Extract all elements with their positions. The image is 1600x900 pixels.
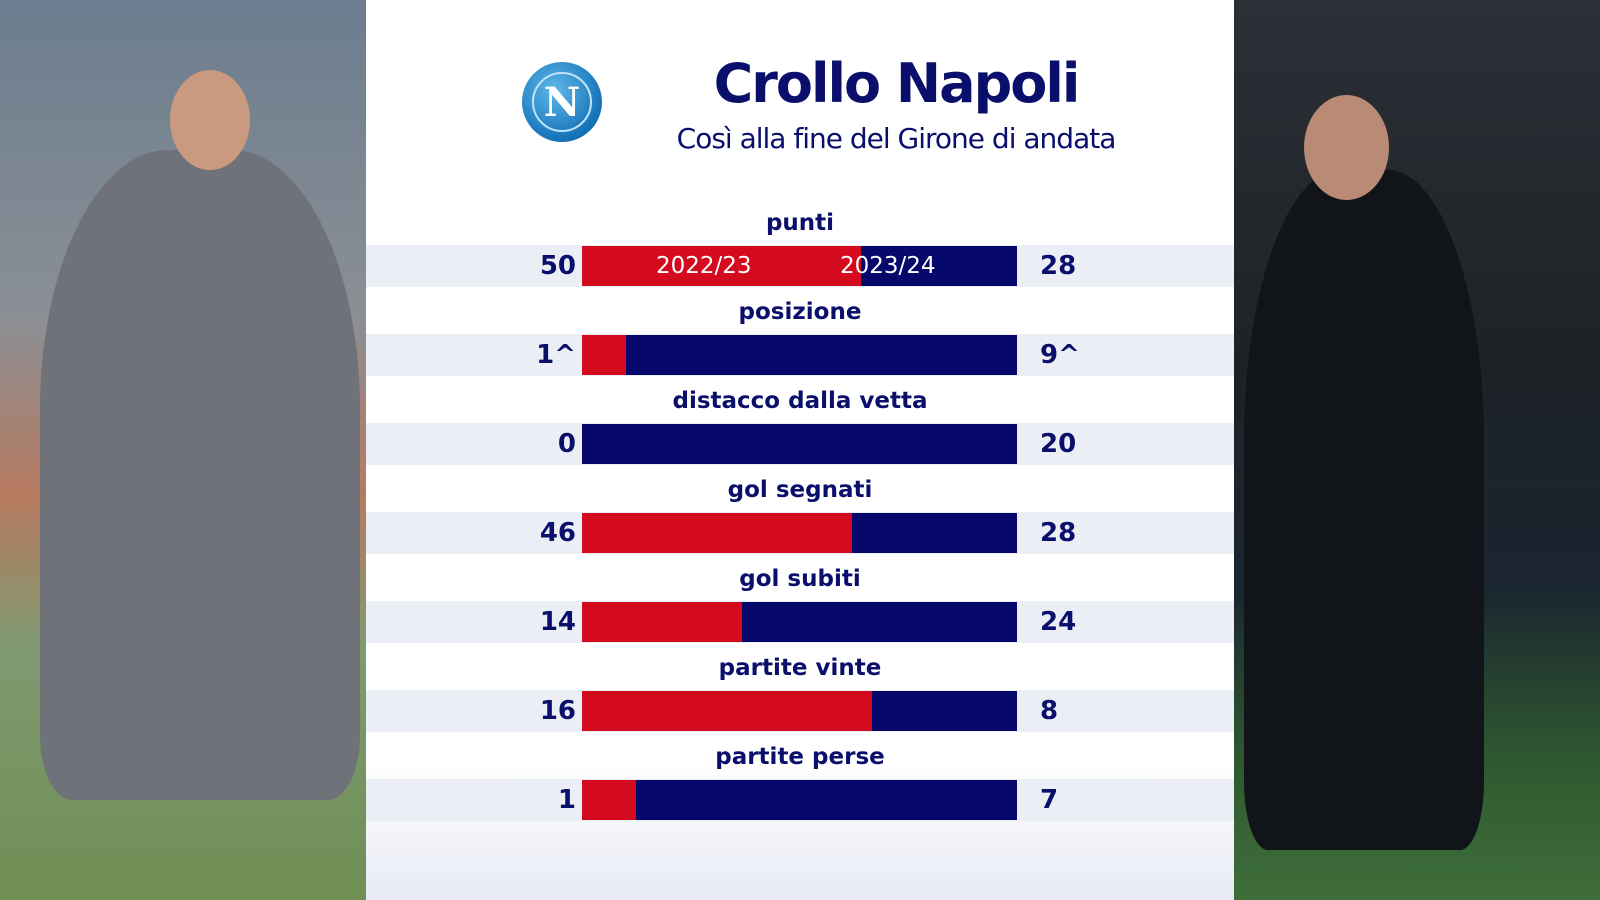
stat-row: punti 50 2022/23 2023/24 28 (366, 201, 1234, 290)
legend-2022-23: 2022/23 (656, 253, 752, 279)
value-2022-23: 0 (557, 429, 576, 459)
comparison-bar (582, 335, 1017, 375)
value-2023-24: 20 (1040, 429, 1077, 459)
value-2023-24: 28 (1040, 518, 1077, 548)
bar-2022-23 (582, 513, 853, 553)
bar-2022-23 (582, 335, 626, 375)
legend-2023-24: 2023/24 (840, 253, 936, 279)
stat-label: punti (765, 210, 835, 236)
comparison-bar (582, 691, 1017, 731)
stat-row: partite vinte 16 8 (366, 646, 1234, 735)
value-2022-23: 46 (539, 518, 576, 548)
value-2022-23: 16 (539, 696, 576, 726)
left-coach-photo (0, 0, 366, 900)
value-2023-24: 8 (1040, 696, 1059, 726)
value-2023-24: 7 (1040, 785, 1059, 815)
value-2023-24: 28 (1040, 251, 1077, 281)
stat-label: gol segnati (727, 477, 873, 503)
stat-label: partite vinte (718, 655, 882, 681)
value-2022-23: 50 (539, 251, 576, 281)
stat-row: partite perse 1 7 (366, 735, 1234, 824)
value-2022-23: 1^ (536, 340, 576, 370)
coach-figure (40, 150, 360, 800)
stat-row: gol subiti 14 24 (366, 557, 1234, 646)
right-coach-photo (1234, 0, 1600, 900)
comparison-bar: 2022/23 2023/24 (582, 246, 1017, 286)
coach-head (170, 70, 250, 170)
stats-panel: N Crollo Napoli Così alla fine del Giron… (366, 0, 1234, 900)
stat-row: distacco dalla vetta 0 20 (366, 379, 1234, 468)
comparison-bar (582, 780, 1017, 820)
bar-2022-23 (582, 691, 872, 731)
page-subtitle: Così alla fine del Girone di andata (676, 122, 1117, 155)
value-2022-23: 14 (539, 607, 576, 637)
stat-label: partite perse (715, 744, 885, 770)
napoli-logo: N (522, 62, 602, 142)
stat-row: gol segnati 46 28 (366, 468, 1234, 557)
value-2023-24: 24 (1040, 607, 1077, 637)
value-2022-23: 1 (557, 785, 576, 815)
coach-figure (1244, 170, 1484, 850)
coach-head (1304, 95, 1389, 200)
value-2023-24: 9^ (1040, 340, 1080, 370)
stat-label: gol subiti (739, 566, 861, 592)
stat-row: posizione 1^ 9^ (366, 290, 1234, 379)
bar-2022-23 (582, 780, 637, 820)
comparison-bar (582, 513, 1017, 553)
stat-label: posizione (738, 299, 862, 325)
bar-2022-23 (582, 246, 861, 286)
bar-2022-23 (582, 602, 743, 642)
stat-label: distacco dalla vetta (672, 388, 928, 414)
comparison-bar (582, 602, 1017, 642)
page-title: Crollo Napoli (713, 52, 1081, 115)
comparison-bar (582, 424, 1017, 464)
